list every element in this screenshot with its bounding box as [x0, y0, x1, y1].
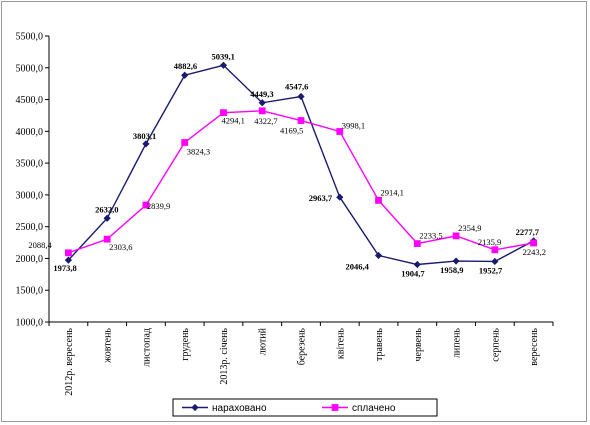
data-label-1: 1958,9	[440, 265, 463, 275]
data-point-1	[491, 257, 499, 266]
data-point-2	[181, 139, 189, 146]
x-tick-label: липень	[452, 328, 463, 358]
x-tick-label: квітень	[335, 328, 346, 360]
legend-marker-1	[191, 403, 199, 412]
data-label-2: 2303,6	[109, 242, 132, 252]
data-point-1	[64, 256, 72, 264]
data-point-1	[142, 140, 150, 148]
data-label-1: 5039,1	[211, 51, 234, 61]
y-tick-label: 3500,0	[16, 159, 44, 170]
data-label-2: 3824,3	[187, 147, 210, 157]
data-label-2: 2243,2	[523, 247, 546, 257]
data-point-1	[452, 257, 460, 265]
x-tick-label: вересень	[529, 328, 540, 366]
x-tick-label: серпень	[490, 328, 501, 362]
data-label-2: 2914,1	[381, 187, 404, 197]
x-tick-label: лютий	[258, 327, 269, 355]
data-label-2: 2135,9	[478, 237, 501, 247]
data-point-1	[219, 61, 228, 69]
data-label-1: 2963,7	[309, 193, 333, 203]
data-point-2	[297, 117, 305, 124]
data-point-1	[103, 214, 111, 222]
data-point-2	[336, 128, 344, 135]
legend-box	[172, 398, 438, 417]
x-tick-label: червень	[413, 328, 424, 362]
data-label-1: 2046,4	[346, 261, 370, 271]
x-tick-label: березень	[297, 328, 308, 366]
data-label-1: 4882,6	[174, 61, 197, 71]
data-point-2	[375, 196, 382, 204]
x-tick-label: 2012р. вересень	[64, 328, 75, 396]
data-point-1	[336, 193, 344, 201]
data-label-1: 3803,1	[133, 131, 156, 141]
data-point-2	[413, 240, 421, 248]
y-tick-label: 5500,0	[16, 32, 44, 43]
data-label-1: 2632,0	[95, 204, 118, 214]
data-point-2	[64, 249, 72, 257]
data-point-2	[491, 246, 499, 254]
x-tick-label: 2013р. січень	[219, 328, 230, 385]
data-point-1	[181, 71, 189, 79]
y-tick-label: 4500,0	[16, 95, 44, 106]
data-point-1	[258, 99, 266, 107]
x-tick-label: листопад	[141, 328, 152, 367]
data-label-2: 2088,4	[28, 240, 52, 250]
data-label-2: 3998,1	[342, 120, 365, 130]
data-label-1: 1904,7	[401, 269, 425, 279]
data-label-2: 2839,9	[147, 201, 170, 211]
y-tick-label: 1000,0	[16, 318, 44, 329]
y-tick-label: 2500,0	[16, 222, 44, 233]
data-point-2	[452, 232, 460, 240]
data-label-1: 4449,3	[250, 89, 273, 99]
data-label-1: 4547,6	[285, 82, 308, 92]
data-label-2: 2354,9	[458, 223, 481, 233]
x-tick-label: грудень	[180, 328, 191, 361]
x-tick-label: жовтень	[103, 328, 114, 364]
y-tick-label: 3000,0	[16, 190, 44, 201]
y-tick-label: 1500,0	[16, 286, 44, 297]
y-tick-label: 2000,0	[16, 254, 44, 265]
data-label-2: 4294,1	[221, 116, 244, 126]
legend-label-1: нараховано	[212, 403, 267, 414]
data-point-2	[220, 109, 227, 117]
y-tick-label: 4000,0	[16, 127, 44, 138]
data-point-2	[142, 201, 150, 209]
data-label-2: 4169,5	[280, 126, 303, 136]
data-point-1	[297, 92, 305, 101]
data-point-2	[530, 239, 538, 247]
data-label-1: 1973,8	[53, 263, 76, 273]
data-point-1	[374, 251, 383, 260]
data-point-2	[258, 107, 266, 115]
x-tick-label: травень	[374, 328, 385, 361]
data-label-1: 1952,7	[479, 265, 503, 275]
legend-label-2: сплачено	[352, 403, 396, 414]
legend-marker-2	[331, 404, 339, 411]
data-label-1: 2277,7	[516, 227, 540, 237]
data-label-2: 2233,5	[419, 231, 442, 241]
data-point-1	[413, 260, 421, 269]
data-label-2: 4322,7	[254, 116, 277, 126]
data-point-2	[103, 235, 111, 243]
y-tick-label: 5000,0	[16, 63, 44, 74]
